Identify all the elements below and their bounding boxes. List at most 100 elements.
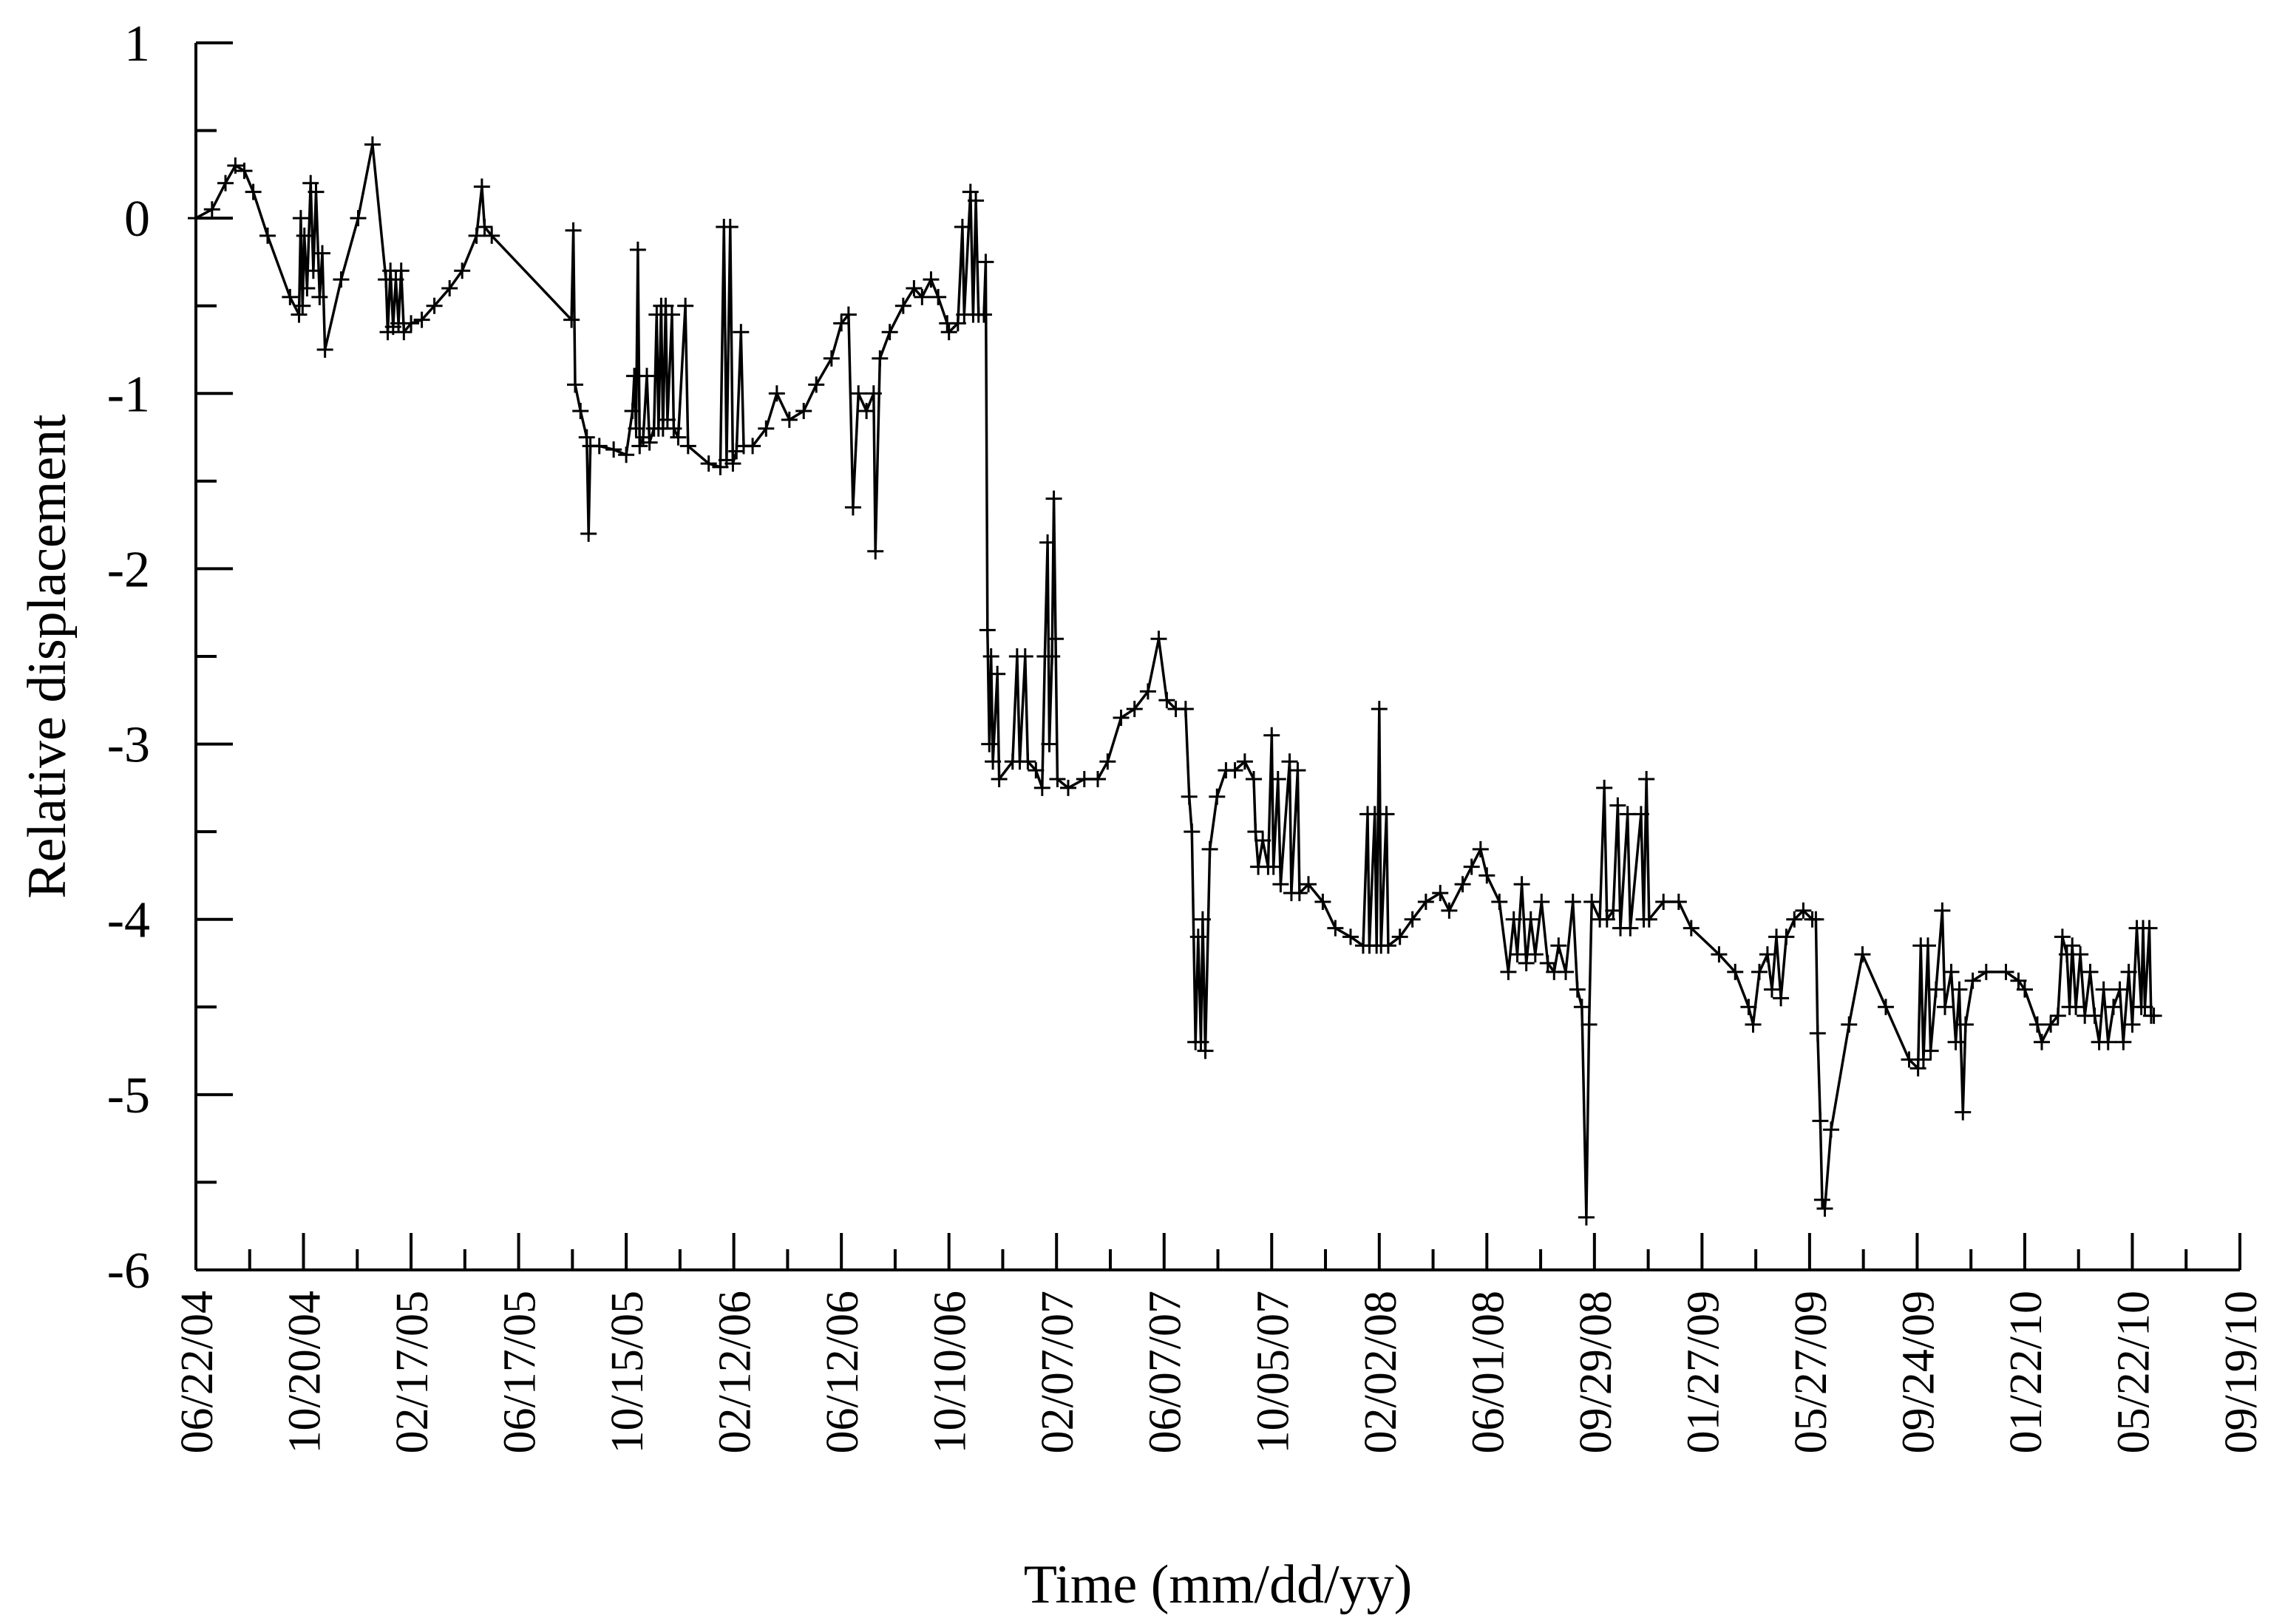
data-point-marker: [1509, 946, 1526, 963]
y-tick-label: -5: [107, 1067, 150, 1124]
data-point-marker: [1596, 779, 1613, 796]
data-point-marker: [758, 420, 775, 437]
data-point-marker: [1045, 490, 1062, 507]
data-point-marker: [1778, 928, 1795, 945]
y-tick-label: -2: [107, 541, 150, 598]
data-point-marker: [454, 262, 471, 279]
data-point-marker: [2099, 1033, 2116, 1050]
data-point-marker: [930, 288, 947, 305]
data-point-marker: [1441, 902, 1458, 919]
data-point-marker: [2086, 1008, 2103, 1025]
data-point-marker: [1711, 946, 1728, 963]
y-axis-label: Relative displacement: [17, 414, 78, 899]
data-point-marker: [413, 311, 430, 328]
data-point-marker: [1505, 911, 1522, 928]
data-point-marker: [1558, 963, 1575, 980]
data-point-marker: [1683, 920, 1700, 937]
data-point-marker: [1139, 683, 1156, 700]
data-point-marker: [1454, 876, 1471, 893]
data-point-marker: [2115, 1033, 2132, 1050]
data-point-marker: [1581, 1016, 1598, 1033]
data-point-marker: [1638, 771, 1655, 787]
data-point-marker: [670, 429, 687, 446]
data-point-marker: [1807, 911, 1824, 928]
data-point-marker: [1841, 1016, 1858, 1033]
data-point-marker: [580, 526, 597, 542]
x-tick-label: 10/20/04: [280, 1291, 330, 1453]
data-point-marker: [2082, 963, 2099, 980]
data-point-marker: [1150, 631, 1167, 648]
data-point-marker: [403, 315, 420, 332]
data-point-marker: [2068, 999, 2085, 1016]
x-tick-label: 02/17/05: [387, 1291, 438, 1453]
data-point-marker: [663, 306, 680, 323]
data-point-marker: [1943, 963, 1960, 980]
data-point-marker: [1583, 894, 1600, 910]
data-point-marker: [1937, 999, 1954, 1016]
axes: 06/22/04 10/20/04 02/17/05 06/17/05 10/15/05…: [107, 16, 2267, 1453]
data-point-marker: [631, 438, 648, 455]
data-point-marker: [1977, 963, 1994, 980]
data-point-marker: [867, 543, 884, 560]
data-point-marker: [1391, 928, 1408, 945]
data-point-marker: [364, 136, 381, 153]
data-point-marker: [1901, 1051, 1918, 1068]
data-point-marker: [1922, 1042, 1939, 1059]
data-point-marker: [1773, 990, 1790, 1007]
data-point-marker: [1955, 1104, 1972, 1121]
data-point-marker: [1539, 955, 1556, 971]
data-point-marker: [648, 306, 665, 323]
x-tick-label: 09/19/10: [2216, 1291, 2267, 1453]
data-point-marker: [1786, 911, 1803, 928]
data-point-marker: [628, 420, 645, 437]
data-point-marker: [1500, 963, 1517, 980]
y-tick-label: 1: [124, 16, 150, 72]
x-tick-label: 01/22/10: [2001, 1291, 2051, 1453]
data-point-marker: [881, 324, 898, 341]
data-point-marker: [1522, 911, 1539, 928]
data-point-marker: [259, 227, 276, 244]
data-point-marker: [1269, 771, 1286, 787]
data-point-marker: [1997, 963, 2014, 980]
x-tick-label: 06/01/08: [1463, 1291, 1513, 1453]
data-point-marker: [1158, 692, 1175, 709]
data-point-marker: [808, 376, 825, 393]
data-point-marker: [1740, 999, 1757, 1016]
data-point-marker: [1569, 981, 1586, 998]
x-tick-label: 10/05/07: [1248, 1291, 1298, 1453]
data-point-marker: [1236, 753, 1253, 770]
plot-area: [188, 136, 2162, 1226]
data-point-marker: [1632, 806, 1649, 823]
data-point-marker: [954, 219, 971, 235]
data-point-marker: [1527, 946, 1544, 963]
data-point-marker: [1226, 762, 1243, 779]
data-point-marker: [1059, 779, 1076, 796]
data-point-marker: [563, 311, 580, 328]
data-point-marker: [659, 411, 676, 428]
data-point-marker: [1823, 1121, 1839, 1138]
data-point-marker: [2054, 928, 2071, 945]
data-point-marker: [1934, 902, 1951, 919]
data-point-marker: [236, 163, 253, 180]
data-point-marker: [1201, 840, 1218, 857]
data-point-marker: [641, 434, 658, 451]
x-tick-label: 05/27/09: [1786, 1291, 1836, 1453]
data-point-marker: [1379, 937, 1396, 954]
data-point-marker: [968, 192, 985, 209]
data-point-marker: [638, 367, 655, 384]
data-point-marker: [313, 245, 330, 262]
data-point-marker: [1019, 753, 1036, 770]
data-point-marker: [1184, 823, 1201, 840]
y-tick-label: -4: [107, 892, 150, 949]
data-point-marker: [1513, 876, 1530, 893]
data-point-marker: [1854, 946, 1871, 963]
data-point-marker: [2064, 937, 2081, 954]
data-point-marker: [1816, 1200, 1833, 1217]
data-point-marker: [1039, 534, 1056, 551]
data-point-marker: [1751, 963, 1768, 980]
data-point-marker: [1265, 858, 1282, 875]
data-point-marker: [1281, 753, 1298, 770]
data-point-marker: [1090, 771, 1106, 787]
data-point-marker: [591, 438, 608, 455]
